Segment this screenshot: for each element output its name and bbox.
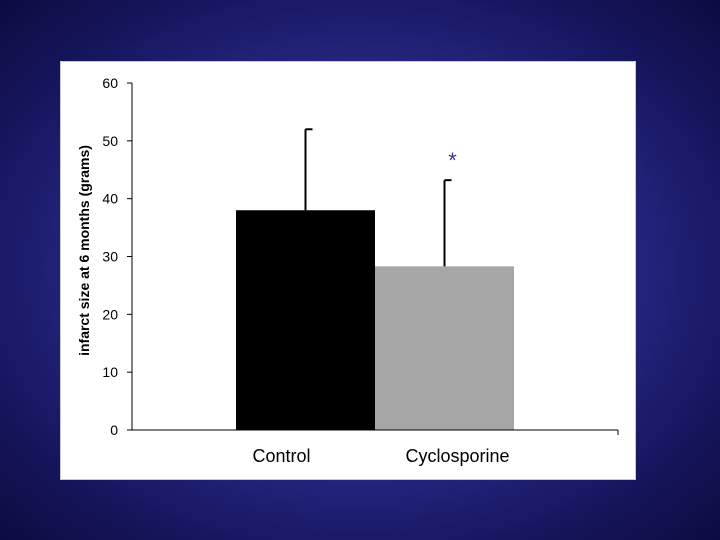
y-tick-label: 40 xyxy=(102,191,118,207)
category-label-cyclosporine: Cyclosporine xyxy=(405,446,509,466)
significance-marker: * xyxy=(448,148,457,173)
bar-chart: Control Cyclosporine * 0 10 20 30 40 50 60 infarc… xyxy=(76,75,619,466)
y-tick-label: 20 xyxy=(102,306,118,322)
y-tick-label: 50 xyxy=(102,133,118,149)
y-tick-label: 60 xyxy=(102,75,118,91)
y-tick-label: 10 xyxy=(102,364,118,380)
y-tick-label: 30 xyxy=(102,249,118,265)
category-label-control: Control xyxy=(252,446,310,466)
chart-panel: Control Cyclosporine * 0 10 20 30 40 50 60 infarc… xyxy=(60,61,636,480)
bar-control xyxy=(236,210,375,430)
y-tick-label: 0 xyxy=(110,422,118,438)
y-axis-title: infarct size at 6 months (grams) xyxy=(76,145,92,356)
bar-cyclosporine xyxy=(375,266,514,430)
